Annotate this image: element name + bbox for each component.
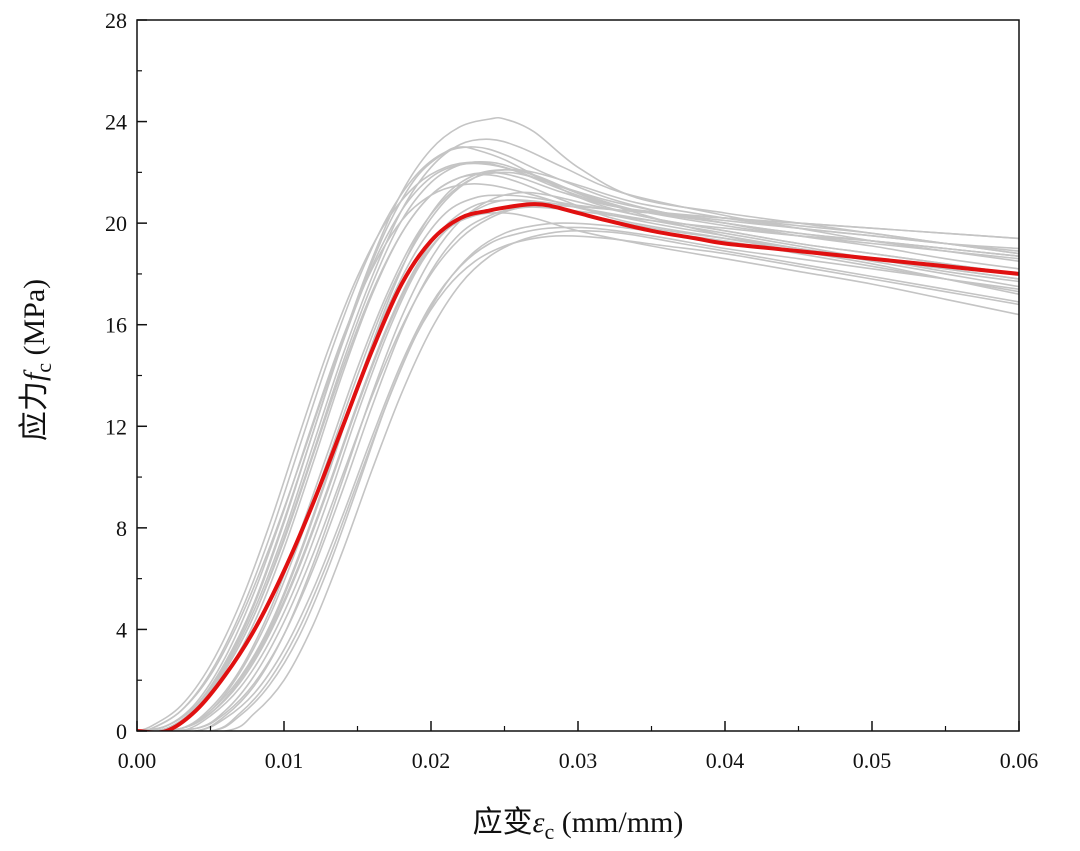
y-tick-label: 12	[105, 414, 127, 439]
y-tick-label: 28	[105, 8, 127, 33]
sample-curve-20	[137, 222, 1019, 731]
sample-curve-6	[137, 168, 1019, 731]
y-axis-label-subscript: c	[31, 363, 56, 373]
y-axis-ticks: 0 4 8 12 16 20 24 28	[105, 8, 147, 744]
sample-curve-12	[137, 206, 1019, 731]
sample-curve-14	[137, 162, 1019, 731]
x-tick-label: 0.05	[853, 748, 892, 773]
sample-curve-19	[137, 173, 1019, 731]
x-tick-label: 0.02	[412, 748, 451, 773]
sample-curve-11	[137, 138, 1019, 731]
mean-curve	[137, 202, 1019, 731]
x-tick-label: 0.01	[265, 748, 304, 773]
x-tick-label: 0.04	[706, 748, 745, 773]
plot-frame	[136, 19, 1020, 732]
y-axis-label: 应力fc (MPa)	[18, 279, 56, 441]
y-tick-label: 4	[116, 617, 127, 642]
y-tick-label: 0	[116, 719, 127, 744]
y-tick-label: 8	[116, 516, 127, 541]
sample-curve-21	[137, 171, 1019, 731]
sample-curve-8	[137, 234, 1019, 731]
sample-curves	[137, 116, 1019, 731]
y-axis-label-prefix: 应力	[18, 381, 51, 441]
y-axis-label-unit: (MPa)	[18, 279, 51, 363]
x-axis-label-symbol: ε	[533, 806, 545, 839]
sample-curve-17	[137, 146, 1019, 731]
x-tick-label: 0.06	[1000, 748, 1039, 773]
x-axis-ticks: 0.00 0.01 0.02 0.03 0.04 0.05 0.06	[118, 721, 1039, 773]
mean-curve-layer	[137, 202, 1019, 731]
sample-curve-22	[137, 171, 1019, 731]
sample-curve-23	[137, 204, 1019, 731]
sample-curve-2	[137, 116, 1019, 731]
sample-curve-9	[137, 161, 1019, 731]
sample-curve-10	[137, 168, 1019, 731]
y-tick-label: 20	[105, 211, 127, 236]
sample-curve-4	[137, 226, 1019, 731]
x-axis-label: 应变εc (mm/mm)	[473, 806, 684, 844]
x-axis-label-subscript: c	[544, 819, 554, 844]
x-tick-label: 0.00	[118, 748, 157, 773]
y-tick-label: 16	[105, 313, 127, 338]
sample-curve-24	[137, 212, 1019, 731]
x-axis-label-prefix: 应变	[473, 806, 533, 839]
x-tick-label: 0.03	[559, 748, 598, 773]
sample-curve-15	[137, 229, 1019, 731]
sample-curve-5	[137, 160, 1019, 731]
x-axis-label-unit: (mm/mm)	[554, 806, 683, 839]
y-tick-label: 24	[105, 110, 127, 135]
